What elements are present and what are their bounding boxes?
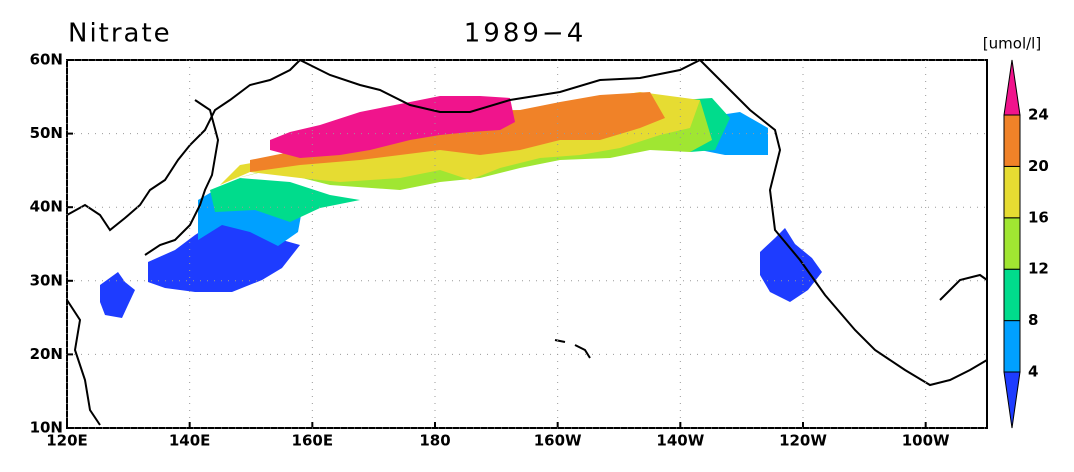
- colorbar-segment: [1003, 165, 1021, 219]
- colorbar-tick-label: 24: [1028, 106, 1049, 124]
- y-tick-label: 40N: [30, 198, 63, 216]
- coast-aleutian: [299, 59, 701, 113]
- title: Nitrate: [68, 19, 172, 49]
- colorbar-segment: [1003, 114, 1021, 167]
- colorbar-segment: [1003, 217, 1021, 270]
- colorbar-segment: [1003, 320, 1021, 373]
- x-tick-label: 120E: [46, 432, 88, 450]
- colorbar-label: [umol/l]: [983, 35, 1041, 53]
- region-band: [210, 178, 360, 222]
- colorbar-high: [1003, 59, 1021, 116]
- colorbar-tick-label: 4: [1028, 363, 1038, 381]
- x-tick-label: 120W: [779, 432, 827, 450]
- y-tick-label: 10N: [30, 419, 63, 437]
- coast-hawaii: [554, 339, 591, 359]
- plot-frame: [66, 59, 988, 429]
- x-tick-label: 180: [419, 432, 450, 450]
- region-low: [148, 222, 300, 292]
- y-tick-label: 30N: [30, 271, 63, 289]
- y-tick-label: 20N: [30, 345, 63, 363]
- x-tick-label: 160E: [292, 432, 334, 450]
- region-low: [760, 228, 822, 302]
- x-tick-label: 140W: [656, 432, 704, 450]
- colorbar-segment: [1003, 268, 1021, 322]
- colorbar-tick-label: 12: [1028, 260, 1049, 278]
- x-tick-label: 140E: [169, 432, 211, 450]
- coast-japan: [144, 99, 220, 256]
- colorbar-tick-label: 8: [1028, 311, 1038, 329]
- colorbar-low: [1003, 371, 1021, 429]
- colorbar-tick-label: 16: [1028, 208, 1049, 226]
- y-tick-label: 60N: [30, 51, 63, 69]
- coastlines: [66, 59, 988, 426]
- nitrate-field: [100, 92, 822, 318]
- coast-asia: [66, 59, 301, 232]
- coast-se-asia: [66, 299, 101, 426]
- colorbar-tick-label: 20: [1028, 157, 1049, 175]
- x-tick-label: 160W: [534, 432, 582, 450]
- coast-gulf: [939, 273, 988, 301]
- y-tick-label: 50N: [30, 124, 63, 142]
- x-tick-label: 100W: [902, 432, 950, 450]
- subtitle: 1989−4: [464, 19, 587, 49]
- region-low: [100, 272, 135, 318]
- coast-america: [699, 59, 988, 387]
